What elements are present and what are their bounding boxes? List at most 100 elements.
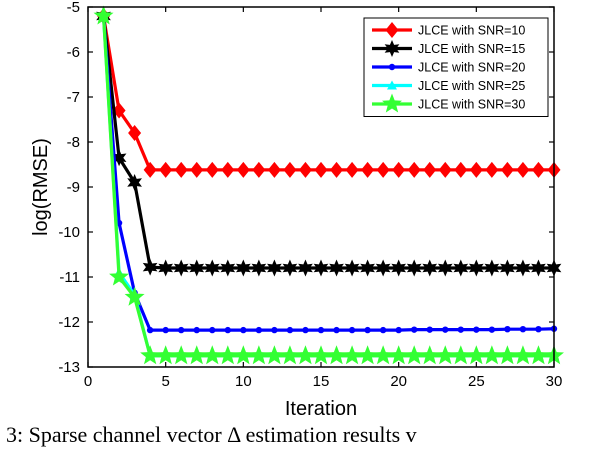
y-tick-label: -6 [67, 44, 80, 61]
legend-marker [385, 22, 399, 38]
data-point [516, 161, 530, 178]
data-point [454, 161, 468, 178]
data-point [193, 326, 200, 334]
y-axis-label: log(RMSE) [30, 138, 52, 236]
y-tick-label: -11 [59, 269, 80, 286]
data-point [364, 326, 371, 334]
figure-caption: g. 3: Sparse channel vector Δ estimation… [0, 422, 417, 447]
legend-entry: JLCE with SNR=10 [372, 22, 525, 38]
data-point [453, 259, 469, 277]
data-point [255, 326, 263, 334]
data-point [220, 259, 236, 277]
data-point [531, 259, 546, 277]
data-point [515, 259, 531, 277]
data-point [202, 345, 223, 365]
data-point [174, 161, 188, 178]
data-point [345, 161, 359, 178]
data-point [469, 161, 483, 178]
data-point [438, 161, 452, 178]
data-point [302, 326, 309, 334]
data-point [209, 326, 216, 334]
data-point [375, 259, 391, 277]
data-point [128, 125, 142, 141]
data-point [407, 161, 421, 178]
data-point [252, 161, 266, 178]
legend-label: JLCE with SNR=25 [418, 79, 525, 93]
data-point [283, 161, 297, 178]
x-tick-label: 30 [546, 373, 563, 390]
rmse-chart: 0 5 10 15 20 25 30 -13 -12 -11 -10 -9 -8 -7 -6 -5 Iterat… [30, 0, 564, 420]
x-tick-label: 0 [84, 373, 92, 390]
legend-marker [382, 93, 402, 113]
data-point [171, 345, 192, 365]
data-point [271, 326, 278, 334]
data-point [379, 326, 387, 334]
legend-marker [388, 63, 396, 71]
legend-label: JLCE with SNR=15 [418, 42, 525, 56]
data-point [333, 326, 340, 334]
data-point [326, 345, 347, 365]
axes: 0 5 10 15 20 25 30 -13 -12 -11 -10 -9 -8 -7 -6 -5 Iterat… [30, 0, 562, 420]
x-tick-label: 20 [390, 373, 407, 390]
series-layer [93, 5, 564, 365]
data-point [298, 259, 313, 277]
data-point [481, 345, 502, 365]
data-point [204, 259, 220, 277]
legend-entry: JLCE with SNR=25 [372, 79, 525, 93]
data-point [512, 345, 533, 365]
data-point [485, 161, 499, 178]
data-point [235, 259, 251, 277]
data-point [314, 161, 328, 178]
y-tick-label: -5 [67, 0, 80, 16]
data-point [388, 345, 409, 365]
data-point [473, 326, 480, 333]
data-point [298, 161, 312, 178]
data-point [435, 345, 456, 365]
data-point [140, 345, 161, 365]
legend-entry: JLCE with SNR=15 [372, 40, 525, 57]
y-tick-label: -13 [58, 359, 80, 376]
data-point [531, 161, 545, 178]
legend-marker [384, 40, 400, 57]
data-point [500, 259, 515, 277]
data-point [442, 326, 449, 333]
data-point [329, 259, 344, 277]
data-point [404, 345, 425, 365]
data-point [162, 326, 169, 334]
data-point [240, 326, 247, 334]
data-point [93, 5, 114, 25]
y-tick-label: -10 [58, 224, 80, 241]
data-point [348, 326, 356, 334]
data-point [376, 161, 390, 178]
data-point [317, 326, 325, 334]
x-tick-label: 5 [161, 373, 169, 390]
data-point [419, 345, 440, 365]
data-point [217, 345, 238, 365]
legend-label: JLCE with SNR=30 [418, 98, 525, 112]
x-tick-label: 15 [313, 373, 330, 390]
data-point [190, 161, 204, 178]
data-point [264, 345, 285, 365]
data-point [450, 345, 471, 365]
data-point [311, 345, 331, 365]
data-point [484, 259, 500, 277]
data-point [360, 259, 375, 277]
data-point [173, 259, 189, 277]
data-point [248, 345, 269, 365]
data-point [373, 345, 394, 365]
data-point [155, 345, 176, 365]
data-point [313, 259, 329, 277]
data-point [504, 326, 511, 333]
legend-entry: JLCE with SNR=20 [372, 61, 525, 75]
data-point [466, 345, 487, 365]
legend-marker [387, 80, 397, 90]
data-point [146, 326, 154, 334]
data-point [423, 161, 437, 178]
data-point [361, 161, 375, 178]
data-point [468, 259, 484, 277]
data-point [233, 345, 254, 365]
data-point [411, 326, 418, 333]
data-point [158, 259, 174, 277]
data-point [488, 326, 496, 333]
data-point [286, 326, 294, 334]
